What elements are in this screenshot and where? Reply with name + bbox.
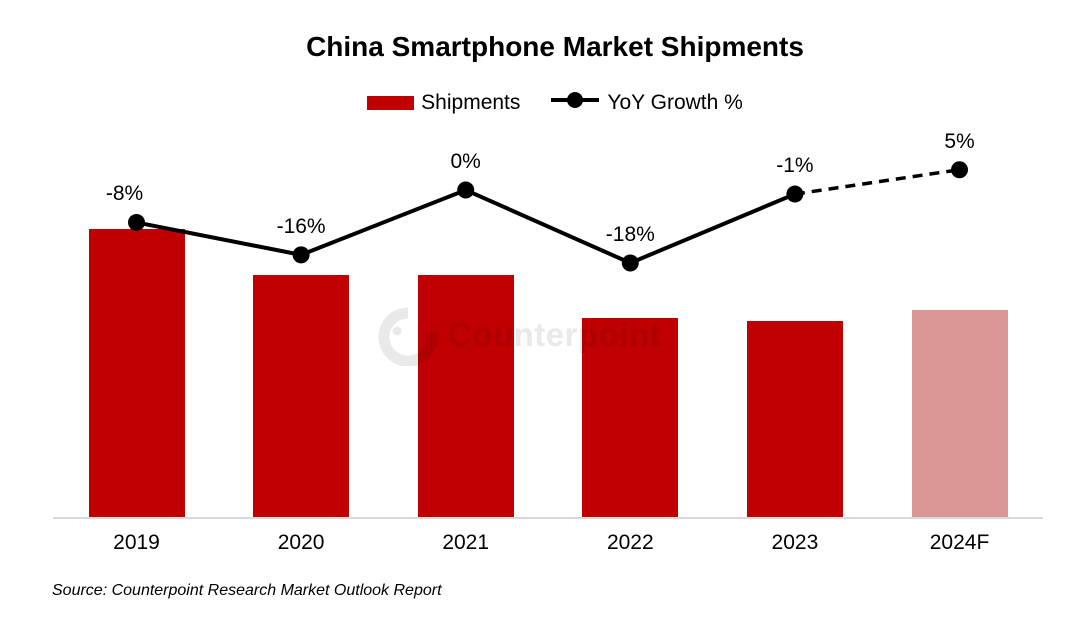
x-axis-label-2024f: 2024F <box>929 531 990 554</box>
yoy-label-2021: 0% <box>450 150 481 173</box>
yoy-label-2022: -18% <box>605 222 655 246</box>
x-axis-label-2021: 2021 <box>442 531 490 554</box>
yoy-label-2024f: 5% <box>944 129 975 153</box>
legend-label-shipments: Shipments <box>421 91 521 114</box>
yoy-line-marker-icon <box>550 91 600 115</box>
legend-item-yoy-growth: YoY Growth % <box>550 91 743 115</box>
chart-title: China Smartphone Market Shipments <box>306 31 804 62</box>
yoy-label-2020: -16% <box>276 214 326 238</box>
bar-2019 <box>88 229 185 517</box>
x-axis-label-2022: 2022 <box>606 531 654 554</box>
x-axis-label-2023: 2023 <box>771 531 819 554</box>
bar-2022 <box>582 318 679 517</box>
bar-2020 <box>253 275 350 517</box>
legend-label-yoy-growth: YoY Growth % <box>607 91 743 114</box>
x-axis-label-2020: 2020 <box>277 531 325 554</box>
yoy-label-2023: -1% <box>776 154 814 178</box>
x-axis-label-2019: 2019 <box>113 531 160 554</box>
x-axis-line <box>53 517 1043 519</box>
legend-item-shipments: Shipments <box>367 91 520 115</box>
yoy-label-2019: -8% <box>105 182 144 206</box>
shipments-swatch-icon <box>367 96 415 110</box>
source-note: Source: Counterpoint Research Market Out… <box>52 582 442 599</box>
bar-2023 <box>746 321 843 517</box>
bar-2024f <box>911 309 1008 517</box>
legend: Shipments YoY Growth % <box>15 91 1080 115</box>
